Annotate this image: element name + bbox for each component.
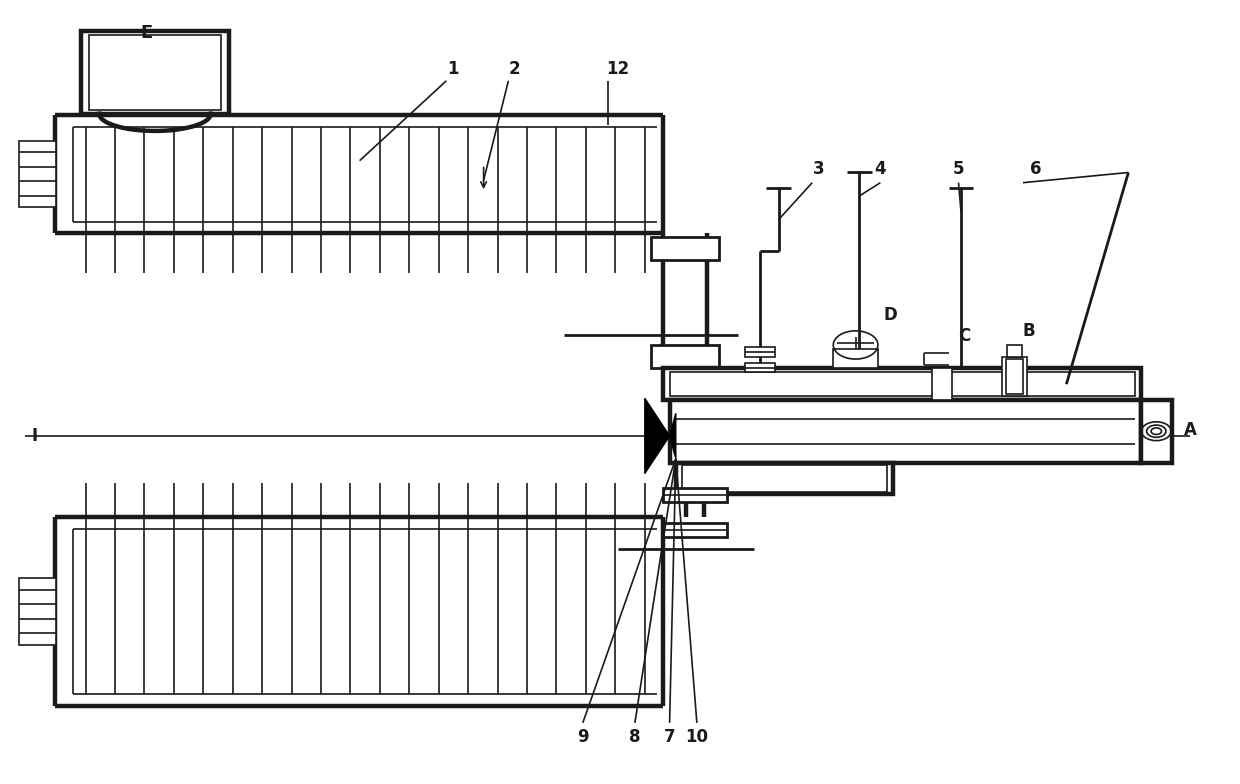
Text: 7: 7 (663, 728, 676, 746)
Bar (1002, 357, 1027, 396)
Text: 1: 1 (446, 60, 459, 78)
Text: C: C (959, 327, 971, 344)
Text: 3: 3 (812, 160, 825, 177)
Polygon shape (670, 413, 676, 459)
Text: 10: 10 (686, 728, 708, 746)
Bar (745, 363, 775, 372)
Text: A: A (1184, 421, 1197, 438)
Text: 6: 6 (1029, 160, 1042, 177)
Text: B: B (1023, 322, 1035, 339)
Polygon shape (645, 398, 670, 474)
Text: D: D (883, 307, 898, 324)
Bar (1141, 400, 1172, 463)
Bar (670, 400, 1141, 463)
Text: 9: 9 (577, 728, 589, 746)
Text: 8: 8 (629, 728, 641, 746)
Bar (676, 463, 893, 494)
Bar (932, 368, 952, 400)
Bar (745, 347, 775, 357)
Bar (663, 368, 1141, 400)
Bar (19, 579, 56, 644)
Bar (1007, 345, 1022, 357)
Bar (19, 141, 56, 207)
Bar (682, 465, 887, 492)
Bar (89, 35, 221, 110)
Text: E: E (140, 24, 153, 42)
Text: 2: 2 (508, 60, 521, 78)
Text: 12: 12 (606, 60, 629, 78)
Bar (663, 488, 727, 502)
Text: 4: 4 (874, 160, 887, 177)
Bar (670, 372, 1135, 396)
Text: I: I (32, 427, 37, 445)
Bar (81, 31, 229, 114)
Bar (651, 237, 719, 260)
Bar (663, 523, 727, 537)
Bar (833, 349, 878, 368)
Bar (651, 345, 719, 368)
Bar (1006, 359, 1023, 394)
Text: 5: 5 (952, 160, 965, 177)
